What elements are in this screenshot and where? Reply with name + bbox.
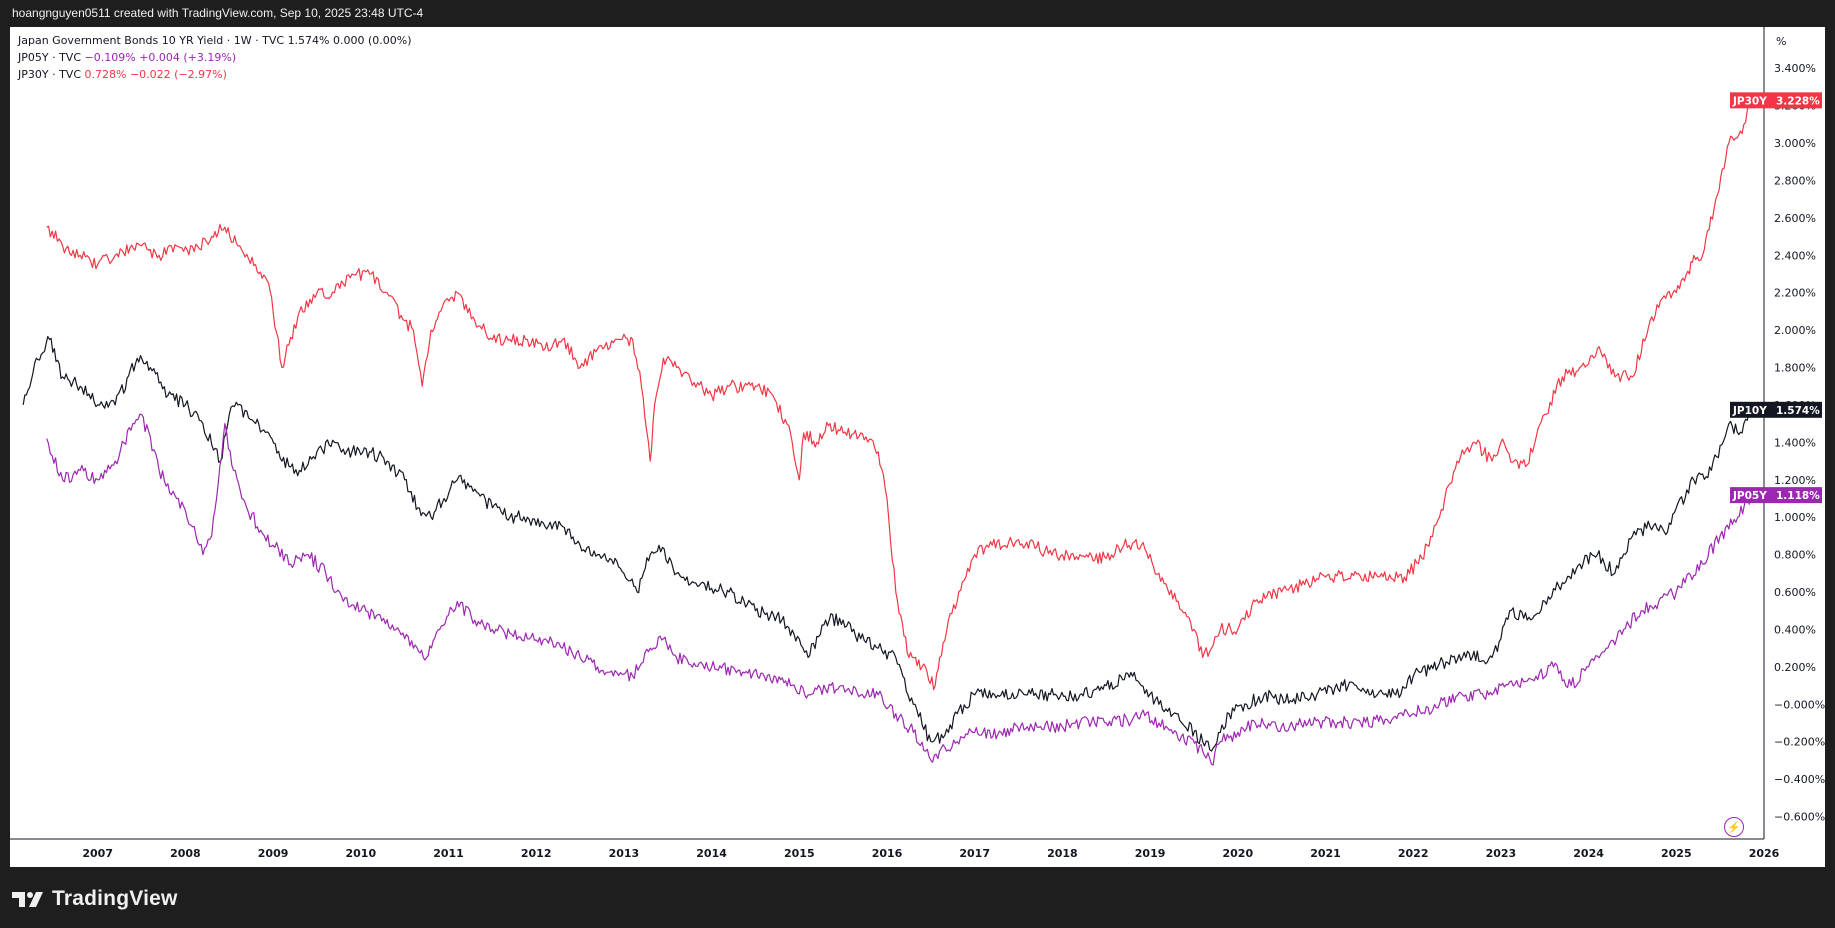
x-tick-label: 2014 xyxy=(696,847,727,860)
x-tick-label: 2012 xyxy=(521,847,552,860)
y-tick-label: 0.400% xyxy=(1774,623,1816,636)
x-tick-label: 2015 xyxy=(784,847,815,860)
y-tick-label: −0.400% xyxy=(1774,773,1825,786)
y-tick-label: −0.600% xyxy=(1774,811,1825,824)
x-tick-label: 2016 xyxy=(872,847,903,860)
x-tick-label: 2018 xyxy=(1047,847,1078,860)
x-tick-label: 2010 xyxy=(345,847,376,860)
y-tick-label: 3.400% xyxy=(1774,62,1816,75)
legend-value: 1.574% xyxy=(287,34,330,47)
y-tick-label: 2.200% xyxy=(1774,287,1816,300)
y-tick-label: 1.000% xyxy=(1774,511,1816,524)
x-tick-label: 2009 xyxy=(258,847,289,860)
last-value-label: 1.118% xyxy=(1776,490,1820,502)
last-value-badge xyxy=(1730,401,1822,418)
legend-jp05y[interactable]: JP05Y · TVC −0.109% +0.004 (+3.19%) xyxy=(18,51,236,64)
lightning-icon[interactable]: ⚡ xyxy=(1724,817,1744,837)
y-tick-label: 0.600% xyxy=(1774,586,1816,599)
x-tick-label: 2013 xyxy=(609,847,640,860)
y-tick-label: 2.600% xyxy=(1774,212,1816,225)
x-tick-label: 2023 xyxy=(1486,847,1517,860)
legend-value: −0.109% xyxy=(84,51,136,64)
x-tick-label: 2020 xyxy=(1222,847,1253,860)
last-value-label: 1.574% xyxy=(1776,405,1820,417)
y-tick-label: 1.800% xyxy=(1774,362,1816,375)
footer: TradingView xyxy=(12,884,178,914)
legend-name: JP05Y · TVC xyxy=(18,51,82,64)
x-tick-label: 2026 xyxy=(1749,847,1780,860)
last-value-badge xyxy=(1730,487,1822,504)
legend-change: 0.000 (0.00%) xyxy=(333,34,412,47)
legend-change: −0.022 (−2.97%) xyxy=(129,68,227,81)
y-tick-label: 0.200% xyxy=(1774,661,1816,674)
x-tick-label: 2008 xyxy=(170,847,201,860)
y-tick-label: 1.200% xyxy=(1774,474,1816,487)
x-tick-label: 2022 xyxy=(1398,847,1429,860)
legend-name: JP30Y · TVC xyxy=(18,68,82,81)
legend-name: Japan Government Bonds 10 YR Yield · 1W … xyxy=(18,34,285,47)
series-line-jp10y xyxy=(22,335,1752,752)
x-tick-label: 2011 xyxy=(433,847,464,860)
chart-attribution: hoangnguyen0511 created with TradingView… xyxy=(12,6,424,20)
x-tick-label: 2021 xyxy=(1310,847,1341,860)
series-line-jp05y xyxy=(46,413,1752,766)
tradingview-logo-icon xyxy=(12,892,43,907)
y-tick-label: 2.400% xyxy=(1774,249,1816,262)
last-value-series-name: JP10Y xyxy=(1732,405,1767,417)
last-value-label: 3.228% xyxy=(1776,95,1820,107)
brand-name: TradingView xyxy=(52,887,178,910)
y-tick-label: 2.800% xyxy=(1774,174,1816,187)
legend-jp30y[interactable]: JP30Y · TVC 0.728% −0.022 (−2.97%) xyxy=(18,68,227,81)
x-tick-label: 2017 xyxy=(959,847,990,860)
legend-jp10y[interactable]: Japan Government Bonds 10 YR Yield · 1W … xyxy=(18,34,412,47)
legend-change: +0.004 (+3.19%) xyxy=(139,51,237,64)
last-value-badge xyxy=(1730,92,1822,109)
y-tick-label: −0.000% xyxy=(1774,698,1825,711)
y-tick-label: 1.400% xyxy=(1774,436,1816,449)
y-tick-label: −0.200% xyxy=(1774,736,1825,749)
y-axis-unit: % xyxy=(1776,35,1786,48)
legend-value: 0.728% xyxy=(84,68,127,81)
x-tick-label: 2007 xyxy=(82,847,113,860)
x-tick-label: 2024 xyxy=(1573,847,1604,860)
x-tick-label: 2025 xyxy=(1661,847,1692,860)
last-value-series-name: JP30Y xyxy=(1732,95,1767,107)
last-value-series-name: JP05Y xyxy=(1732,490,1767,502)
yield-chart[interactable]: %3.400%3.200%3.000%2.800%2.600%2.400%2.2… xyxy=(10,27,1825,867)
series-line-jp30y xyxy=(46,100,1752,691)
chart-frame: %3.400%3.200%3.000%2.800%2.600%2.400%2.2… xyxy=(10,27,1825,867)
y-tick-label: 3.000% xyxy=(1774,137,1816,150)
y-tick-label: 0.800% xyxy=(1774,549,1816,562)
y-tick-label: 2.000% xyxy=(1774,324,1816,337)
x-tick-label: 2019 xyxy=(1135,847,1166,860)
